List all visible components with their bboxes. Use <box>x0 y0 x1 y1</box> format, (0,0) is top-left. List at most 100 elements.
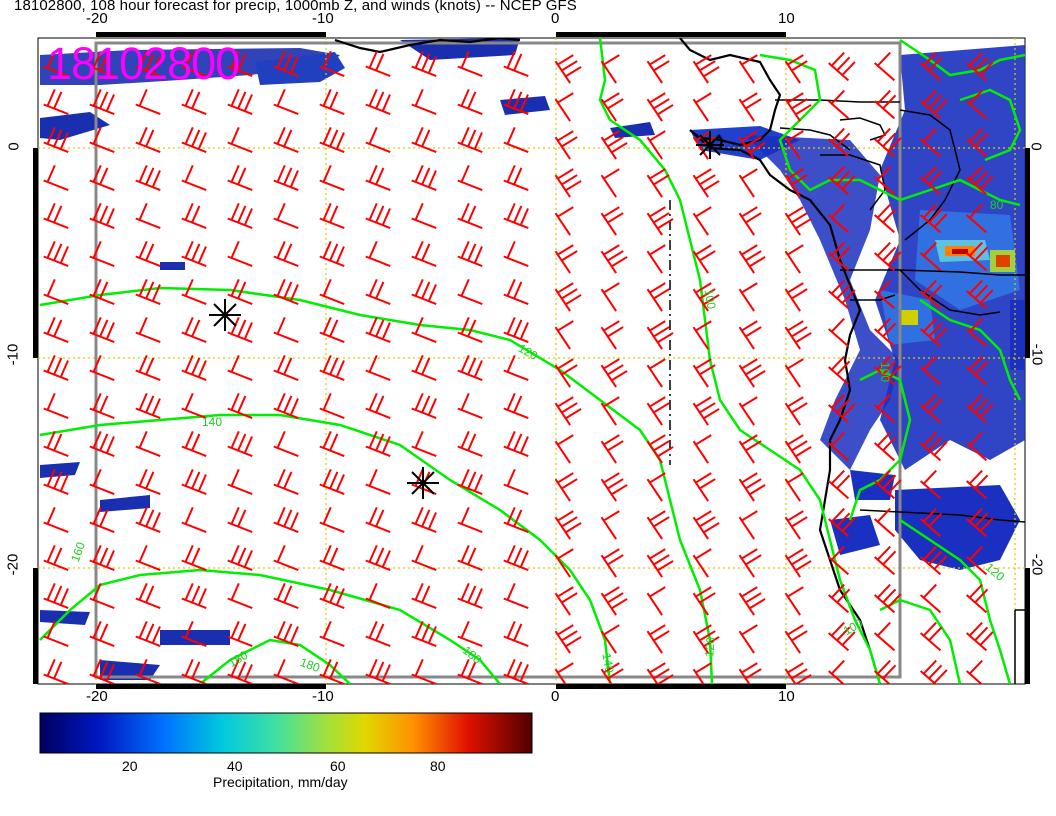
wind-barb <box>273 316 299 343</box>
wind-barb <box>919 317 948 348</box>
wind-barb <box>457 164 483 191</box>
wind-barb <box>692 624 720 654</box>
wind-barb <box>89 468 115 495</box>
wind-barb <box>919 203 948 234</box>
x-tick-top-2: -10 <box>312 10 334 27</box>
y-tick-right-3: -20 <box>1028 553 1046 576</box>
wind-barb <box>319 50 345 77</box>
wind-barb <box>827 659 850 684</box>
contour-label: 140 <box>202 415 223 429</box>
wind-barb <box>784 320 812 350</box>
domain-box <box>94 41 902 679</box>
wind-barb <box>319 278 345 305</box>
wind-barb <box>43 468 69 495</box>
y-tick-left-3: -20 <box>4 553 22 576</box>
wind-barb <box>554 510 582 540</box>
wind-barb <box>646 396 670 426</box>
wind-barb <box>89 316 115 343</box>
wind-barb <box>873 659 897 684</box>
wind-barb <box>600 358 628 388</box>
wind-barb <box>784 244 804 274</box>
wind-barb <box>600 662 624 684</box>
x-tick-bottom-2: -10 <box>312 688 334 705</box>
wind-barb <box>89 658 115 684</box>
wind-barb <box>365 202 391 229</box>
wind-barb <box>89 430 115 457</box>
colorbar-tick: 80 <box>430 758 446 774</box>
wind-barb <box>135 620 161 647</box>
wind-barb <box>554 54 582 84</box>
wind-barb <box>827 203 850 234</box>
wind-barb <box>827 51 856 82</box>
wind-barb <box>319 430 345 457</box>
wind-barb <box>319 240 345 267</box>
wind-barb <box>89 544 115 571</box>
wind-barb <box>43 278 69 305</box>
wind-barb <box>43 658 69 684</box>
wind-barb <box>503 240 529 267</box>
wind-barb <box>600 434 624 464</box>
wind-barb <box>554 206 574 236</box>
wind-barb <box>873 241 902 272</box>
wind-barb <box>873 393 896 424</box>
wind-barb <box>411 316 437 343</box>
wind-barb <box>181 88 207 115</box>
wind-barb <box>365 164 391 191</box>
wind-barb <box>738 472 766 502</box>
wind-barb <box>646 92 674 122</box>
wind-barb <box>738 662 762 684</box>
wind-barb <box>181 392 207 419</box>
wind-barb <box>43 202 69 229</box>
wind-barb <box>554 168 582 198</box>
colorbar-tick: 20 <box>122 758 138 774</box>
wind-barb <box>646 472 666 502</box>
wind-barb <box>919 431 948 462</box>
wind-barb <box>181 316 207 343</box>
wind-barb <box>554 92 574 122</box>
wind-barb <box>600 472 628 502</box>
wind-barb <box>503 50 529 77</box>
low-marker-2 <box>407 467 439 499</box>
wind-barb <box>600 586 628 616</box>
wind-barb <box>411 506 437 533</box>
wind-barb <box>227 164 253 191</box>
wind-barb <box>319 202 345 229</box>
wind-barb <box>181 620 207 647</box>
wind-barb <box>873 621 896 652</box>
wind-barb <box>827 241 851 272</box>
wind-barb <box>227 658 253 684</box>
wind-barb <box>135 430 161 457</box>
wind-barb <box>135 202 161 229</box>
wind-barb <box>457 430 483 457</box>
low-pressure-markers <box>209 131 724 499</box>
wind-barb <box>784 548 812 578</box>
wind-barb <box>554 548 574 578</box>
wind-barb <box>43 582 69 609</box>
wind-barb <box>784 168 808 198</box>
wind-barb <box>784 624 808 654</box>
wind-barb <box>365 430 391 457</box>
wind-barb <box>89 202 115 229</box>
wind-barb <box>503 468 529 495</box>
y-tick-left-2: -10 <box>4 343 22 366</box>
wind-barb <box>600 54 620 84</box>
wind-barb <box>411 658 437 684</box>
wind-barb <box>965 431 988 462</box>
wind-barb <box>89 50 115 77</box>
wind-barb <box>365 316 391 343</box>
y-tick-right-1: 0 <box>1027 142 1045 151</box>
wind-barb <box>738 548 762 578</box>
wind-barb <box>365 240 391 267</box>
x-tick-bottom-4: 10 <box>778 688 795 705</box>
wind-barb <box>273 544 299 571</box>
wind-barb <box>273 392 299 419</box>
wind-barb <box>89 164 115 191</box>
wind-barb <box>89 126 115 153</box>
wind-barb <box>411 392 437 419</box>
wind-barb <box>873 165 896 196</box>
wind-barb <box>738 282 758 312</box>
wind-barb <box>738 624 758 654</box>
wind-barb <box>600 510 620 540</box>
wind-barb <box>319 544 345 571</box>
wind-barb <box>554 434 574 464</box>
